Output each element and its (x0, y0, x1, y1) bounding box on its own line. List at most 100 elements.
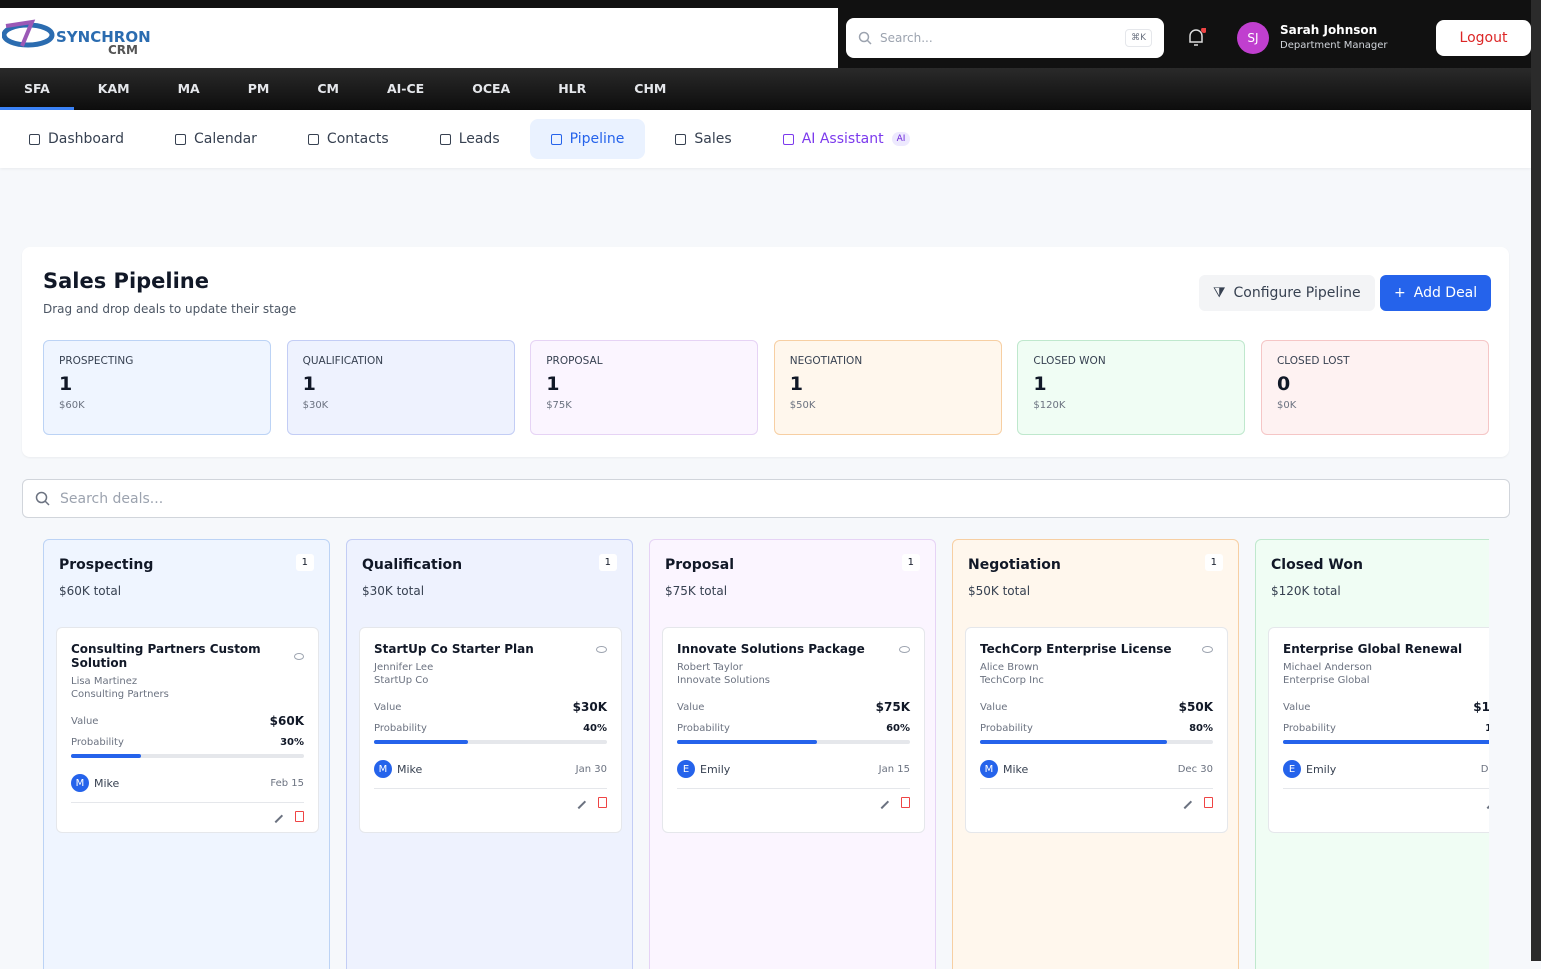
deal-card[interactable]: TechCorp Enterprise License Alice Brown Te… (965, 627, 1228, 833)
configure-button[interactable]: ⧩ Configure Pipeline (1199, 275, 1375, 311)
stage-total: $120K total (1271, 584, 1341, 598)
stage-column: Qualification 1 $30K total StartUp Co Start… (346, 539, 633, 969)
edit-button[interactable] (1480, 794, 1489, 810)
delete-button[interactable] (295, 811, 304, 822)
module-tab[interactable]: HLR (558, 80, 587, 96)
nav-tab[interactable]: Dashboard (8, 119, 145, 159)
deal-company: TechCorp Inc (980, 675, 1044, 686)
stage-name: Closed Won (1271, 557, 1363, 573)
module-tab[interactable]: CHM (634, 80, 667, 96)
module-tab[interactable]: KAM (97, 80, 130, 96)
deal-search[interactable]: Search deals... (22, 479, 1510, 518)
probability-label: Probability (980, 723, 1033, 734)
edit-button[interactable] (268, 808, 284, 824)
nav-tab[interactable]: Contacts (287, 119, 410, 159)
stat-card: PROPOSAL 1 $75K (530, 340, 759, 435)
tab-label: Sales (694, 131, 732, 147)
pipeline-header: Sales Pipeline Drag and drop deals to up… (22, 247, 1509, 457)
nav-tab[interactable]: Calendar (154, 119, 278, 159)
user-avatar[interactable]: SJ (1237, 22, 1269, 54)
probability-row: Probability 80% (980, 723, 1213, 734)
nav-tab[interactable]: Sales (654, 119, 752, 159)
value-row: Value $60K (71, 714, 304, 728)
deal-title: Consulting Partners Custom Solution (71, 642, 261, 670)
nav-tab[interactable]: Leads (419, 119, 521, 159)
stat-label: CLOSED WON (1033, 355, 1106, 367)
probability-value: 30% (280, 737, 304, 748)
owner-avatar: M (71, 774, 89, 792)
view-icon[interactable] (293, 652, 304, 660)
module-tab[interactable]: SFA (0, 68, 74, 110)
search-icon (858, 31, 872, 45)
edit-button[interactable] (1177, 794, 1193, 810)
probability-value: 60% (886, 723, 910, 734)
edit-button[interactable] (571, 794, 587, 810)
nav-tab[interactable]: AI Assistant AI (762, 119, 932, 159)
delete-button[interactable] (1204, 797, 1213, 808)
module-tab[interactable]: OCEA (472, 80, 511, 96)
logo-sub: CRM (108, 43, 138, 57)
deal-value: $30K (572, 700, 607, 714)
actions-row (71, 802, 304, 824)
owner: M Mike (980, 760, 1028, 778)
deal-value: $75K (875, 700, 910, 714)
delete-button[interactable] (901, 797, 910, 808)
value-row: Value $120K (1283, 700, 1489, 714)
page-subtitle: Drag and drop deals to update their stag… (43, 302, 297, 316)
stage-column: Negotiation 1 $50K total TechCorp Enterpris… (952, 539, 1239, 969)
nav-tab[interactable]: Pipeline (529, 119, 646, 159)
user-name: Sarah Johnson (1280, 23, 1378, 37)
deal-title-row: TechCorp Enterprise License (980, 642, 1213, 656)
tab-label: Calendar (193, 131, 257, 147)
tab-icon (307, 133, 319, 145)
scrollbar (1531, 0, 1541, 961)
logout-button[interactable]: Logout (1436, 20, 1531, 56)
deal-title: StartUp Co Starter Plan (374, 642, 534, 656)
stage-total: $50K total (968, 584, 1031, 598)
notifications[interactable] (1186, 28, 1206, 48)
tab-icon (29, 133, 40, 145)
add-deal-button[interactable]: + Add Deal (1380, 275, 1492, 311)
stat-count: 1 (59, 373, 73, 395)
tab-icon (782, 133, 794, 145)
module-tab[interactable]: PM (247, 80, 270, 96)
value-label: Value (677, 701, 705, 713)
deal-card[interactable]: Innovate Solutions Package Robert Taylor I… (662, 627, 925, 833)
stage-total: $75K total (665, 584, 728, 598)
view-icon[interactable] (596, 645, 607, 653)
deal-contact: Jennifer Lee (374, 662, 434, 673)
edit-button[interactable] (874, 794, 890, 810)
deal-card[interactable]: Consulting Partners Custom Solution Lisa … (56, 627, 319, 833)
deal-value: $120K (1473, 700, 1489, 714)
view-icon[interactable] (899, 645, 910, 653)
deal-title-row: StartUp Co Starter Plan (374, 642, 607, 656)
value-label: Value (1283, 701, 1311, 713)
owner-row: E Emily Dec 15 (1283, 760, 1489, 778)
stat-card: CLOSED WON 1 $120K (1017, 340, 1246, 435)
owner-name: Mike (397, 762, 423, 776)
module-tab[interactable]: AI-CE (386, 80, 425, 96)
deal-title: Innovate Solutions Package (677, 642, 865, 656)
probability-value: 40% (583, 723, 607, 734)
delete-button[interactable] (598, 797, 607, 808)
tab-icon (550, 133, 562, 145)
view-icon[interactable] (1202, 645, 1213, 653)
stage-count: 1 (295, 554, 314, 571)
module-bar: SFA KAM MA PM CM AI-CE OCEA HLR CHM (0, 68, 1531, 110)
stage-column: Proposal 1 $75K total Innovate Solutions Pa… (649, 539, 936, 969)
owner-avatar: E (677, 760, 695, 778)
probability-row: Probability 30% (71, 737, 304, 748)
global-search[interactable]: Search... ⌘K (846, 18, 1164, 58)
stage-total: $60K total (59, 584, 122, 598)
module-tab[interactable]: MA (177, 80, 200, 96)
probability-track (71, 754, 304, 758)
deal-card[interactable]: Enterprise Global Renewal Michael Anderso… (1268, 627, 1489, 833)
owner-row: M Mike Jan 30 (374, 760, 607, 778)
deal-company: StartUp Co (374, 675, 429, 686)
probability-bar (71, 754, 142, 758)
owner-avatar: M (980, 760, 998, 778)
module-tab[interactable]: CM (317, 80, 339, 96)
deal-card[interactable]: StartUp Co Starter Plan Jennifer Lee Start… (359, 627, 622, 833)
stat-value: $30K (302, 400, 329, 411)
